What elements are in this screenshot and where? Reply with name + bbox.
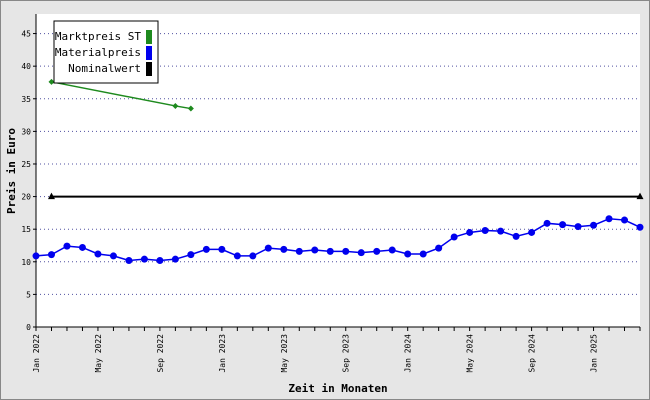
data-point bbox=[559, 221, 567, 229]
y-tick-label: 5 bbox=[26, 290, 31, 299]
x-tick-label: Jan 2023 bbox=[218, 334, 227, 373]
data-point bbox=[528, 228, 536, 236]
data-point bbox=[47, 192, 55, 200]
data-point bbox=[621, 216, 629, 224]
series-nominalwert bbox=[47, 192, 644, 200]
data-point bbox=[187, 251, 195, 259]
legend-swatch bbox=[146, 30, 152, 44]
legend-box bbox=[53, 20, 159, 84]
legend-label: Materialpreis bbox=[55, 46, 141, 59]
data-point bbox=[233, 252, 241, 260]
data-point bbox=[264, 244, 272, 252]
data-point bbox=[171, 255, 179, 263]
data-point bbox=[295, 247, 303, 255]
data-point bbox=[574, 223, 582, 231]
legend-swatch bbox=[146, 46, 152, 60]
data-point bbox=[202, 245, 210, 253]
x-tick-label: Sep 2024 bbox=[528, 334, 537, 373]
data-point bbox=[636, 223, 644, 231]
x-tick-label: Jan 2022 bbox=[32, 334, 41, 373]
data-point bbox=[419, 250, 427, 258]
data-point bbox=[435, 244, 443, 252]
data-point bbox=[187, 105, 194, 112]
x-axis-label: Zeit in Monaten bbox=[288, 382, 387, 395]
data-point bbox=[590, 221, 598, 229]
data-point bbox=[512, 232, 520, 240]
legend: Marktpreis ST Materialpreis Nominalwert bbox=[53, 20, 159, 84]
legend-label: Marktpreis ST bbox=[55, 30, 141, 43]
y-tick-label: 40 bbox=[21, 62, 31, 71]
y-tick-label: 30 bbox=[21, 127, 31, 136]
legend-label: Nominalwert bbox=[68, 62, 141, 75]
x-tick-label: Sep 2022 bbox=[156, 334, 165, 373]
series-materialpreis bbox=[32, 215, 644, 264]
x-tick-label: May 2023 bbox=[280, 334, 289, 373]
data-point bbox=[63, 242, 71, 250]
data-point bbox=[342, 247, 350, 255]
data-point bbox=[249, 252, 257, 260]
x-tick-label: May 2024 bbox=[466, 334, 475, 373]
y-tick-label: 0 bbox=[26, 323, 31, 332]
data-point bbox=[357, 249, 365, 257]
data-point bbox=[156, 256, 164, 264]
data-point bbox=[125, 256, 133, 264]
data-point bbox=[388, 246, 396, 254]
data-point bbox=[481, 226, 489, 234]
data-point bbox=[140, 255, 148, 263]
data-point bbox=[172, 102, 179, 109]
data-point bbox=[94, 250, 102, 258]
y-tick-label: 45 bbox=[21, 30, 31, 39]
x-axis: Jan 2022 May 2022 Sep 2022 Jan 2023 May 2023… bbox=[32, 326, 641, 373]
y-axis: 0 5 10 15 20 25 30 35 40 45 bbox=[21, 14, 37, 332]
data-point bbox=[466, 228, 474, 236]
data-point bbox=[404, 250, 412, 258]
series-layer bbox=[32, 78, 644, 264]
y-tick-label: 10 bbox=[21, 258, 31, 267]
x-tick-label: Sep 2023 bbox=[342, 334, 351, 373]
data-point bbox=[373, 247, 381, 255]
data-point bbox=[78, 243, 86, 251]
series-marktpreis-st bbox=[48, 78, 194, 112]
data-point bbox=[218, 245, 226, 253]
data-point bbox=[48, 78, 55, 85]
series-line bbox=[35, 217, 641, 262]
data-point bbox=[280, 245, 288, 253]
data-point bbox=[32, 252, 40, 260]
y-tick-label: 25 bbox=[21, 160, 31, 169]
data-point bbox=[605, 215, 613, 223]
data-point bbox=[311, 246, 319, 254]
data-point bbox=[497, 227, 505, 235]
x-tick-label: May 2022 bbox=[94, 334, 103, 373]
y-tick-label: 35 bbox=[21, 95, 31, 104]
data-point bbox=[636, 192, 644, 200]
data-point bbox=[326, 247, 334, 255]
y-axis-label: Preis in Euro bbox=[5, 128, 18, 214]
data-point bbox=[543, 219, 551, 227]
data-point bbox=[109, 252, 117, 260]
data-point bbox=[450, 233, 458, 241]
x-tick-label: Jan 2025 bbox=[590, 334, 599, 373]
y-tick-label: 20 bbox=[21, 193, 31, 202]
legend-swatch bbox=[146, 62, 152, 76]
y-tick-label: 15 bbox=[21, 225, 31, 234]
data-point bbox=[47, 251, 55, 259]
x-tick-label: Jan 2024 bbox=[404, 334, 413, 373]
